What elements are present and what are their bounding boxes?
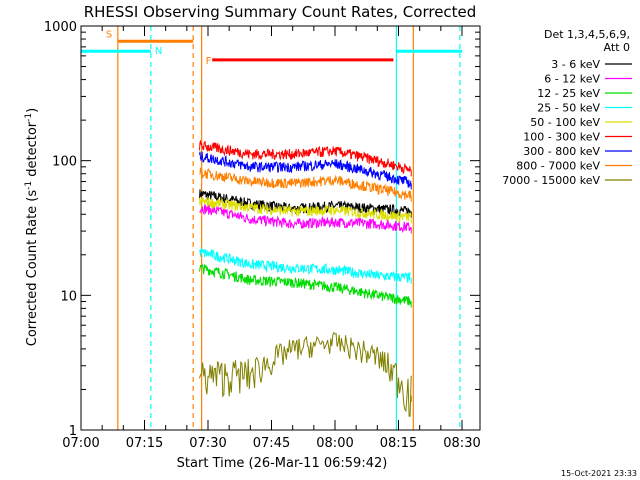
- x-tick-label: 08:30: [443, 436, 480, 451]
- axes: 1 10 100 1000 07:00 07:15 07:30 07:45 08:00 08:15…: [44, 20, 481, 451]
- legend: Det 1,3,4,5,6,9,Att 0 3 - 6 keV 6 - 12 keV…: [502, 28, 632, 187]
- y-axis-label-main: Corrected Count Rate (s: [25, 190, 40, 347]
- legend-label: 7000 - 15000 keV: [502, 174, 600, 187]
- legend-header: Att 0: [604, 41, 630, 54]
- x-tick-label: 07:45: [253, 436, 290, 451]
- series-line: [199, 197, 412, 223]
- y-axis-label-mid: detector: [25, 121, 40, 181]
- x-tick-label: 08:15: [380, 436, 417, 451]
- y-axis-label-sup1: -1: [24, 181, 34, 190]
- legend-label: 25 - 50 keV: [537, 102, 600, 115]
- series-line: [199, 331, 412, 417]
- y-tick-label: 1: [69, 424, 77, 439]
- x-axis-label: Start Time (26-Mar-11 06:59:42): [177, 456, 388, 471]
- svg-text:Corrected Count Rate (s-1 dete: Corrected Count Rate (s-1 detector-1): [24, 108, 40, 346]
- legend-label: 12 - 25 keV: [537, 87, 600, 100]
- y-axis-label-sup2: -1: [24, 113, 34, 122]
- legend-label: 6 - 12 keV: [544, 73, 600, 86]
- series-line: [199, 204, 412, 234]
- legend-label: 3 - 6 keV: [551, 58, 600, 71]
- plot-frame: [80, 25, 481, 431]
- x-tick-label: 07:30: [189, 436, 226, 451]
- orbit-marker-label: N: [155, 46, 162, 57]
- series-line: [199, 189, 412, 217]
- x-tick-label: 07:00: [62, 436, 99, 451]
- series-line: [199, 139, 412, 175]
- footer-date: 15-Oct-2021 23:33: [561, 469, 637, 478]
- y-tick-label: 100: [52, 155, 77, 170]
- x-tick-label: 08:00: [316, 436, 353, 451]
- y-axis-label: Corrected Count Rate (s-1 detector-1): [24, 108, 40, 346]
- y-tick-label: 1000: [44, 20, 77, 35]
- y-axis-label-end: ): [25, 108, 40, 113]
- plot-area: S N F: [81, 26, 462, 430]
- x-tick-label: 07:15: [126, 436, 163, 451]
- y-tick-label: 10: [60, 289, 77, 304]
- legend-label: 300 - 800 keV: [523, 145, 600, 158]
- series-line: [199, 167, 412, 200]
- legend-label: 100 - 300 keV: [523, 131, 600, 144]
- legend-header: Det 1,3,4,5,6,9,: [544, 28, 630, 41]
- orbit-marker-label: S: [106, 30, 112, 41]
- series-line: [199, 248, 411, 284]
- series-line: [199, 264, 412, 306]
- legend-label: 800 - 7000 keV: [516, 160, 600, 173]
- orbit-marker-label: F: [206, 56, 212, 67]
- chart-title: RHESSI Observing Summary Count Rates, Co…: [84, 3, 477, 21]
- series-line: [199, 151, 412, 188]
- legend-label: 50 - 100 keV: [530, 116, 600, 129]
